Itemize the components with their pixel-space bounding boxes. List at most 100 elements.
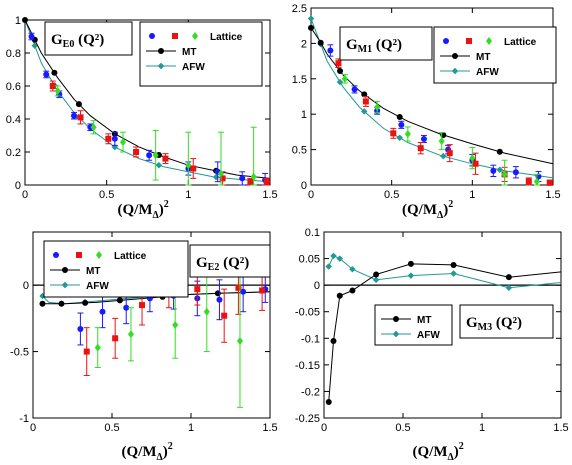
- legend-afw-label: AFW: [476, 67, 499, 78]
- lattice_red-point: [190, 165, 197, 172]
- afw-marker: [330, 252, 337, 260]
- y-tick-label: 2.5: [292, 3, 307, 15]
- legend-mt-marker: [393, 316, 399, 322]
- lattice_red-point: [235, 284, 242, 291]
- lattice_blue-point: [71, 112, 77, 119]
- panel-title-args: (Q²): [372, 37, 402, 53]
- lattice_red-point: [446, 150, 453, 157]
- mt-marker: [325, 399, 332, 406]
- lattice_blue-point: [111, 135, 118, 142]
- plot-frame: [24, 19, 271, 186]
- lattice_blue-point: [99, 308, 106, 315]
- lattice_red-point: [219, 175, 226, 182]
- mt-marker: [336, 292, 343, 299]
- afw-marker: [307, 15, 315, 22]
- legend-mt-marker: [452, 53, 458, 59]
- lattice_green-point: [172, 321, 179, 329]
- x-axis-label: (Q/MΔ)2: [122, 441, 173, 463]
- afw-marker: [450, 270, 457, 277]
- lattice_blue-point: [146, 152, 153, 159]
- lattice_red-point: [221, 312, 228, 319]
- afw-marker: [349, 265, 356, 273]
- afw-marker: [360, 108, 368, 115]
- afw-marker: [336, 78, 344, 86]
- panel-title: GE0 (Q²): [51, 32, 104, 50]
- afw-marker: [372, 276, 380, 284]
- y-tick-label: 0: [314, 280, 320, 292]
- panel-title: GM3 (Q²): [466, 315, 522, 333]
- x-axis-label-tail: ): [163, 444, 168, 460]
- lattice_blue-point: [239, 175, 246, 182]
- lattice_blue-point: [420, 135, 427, 142]
- x-tick-label: 1.5: [262, 422, 277, 434]
- lattice_red-point: [112, 335, 119, 342]
- x-tick-label: 0.5: [384, 189, 399, 201]
- x-tick-label: 1: [185, 189, 191, 201]
- lattice_green-point: [185, 161, 192, 170]
- legend-green-marker: [192, 32, 198, 40]
- lattice_green-point: [203, 307, 210, 316]
- x-tick-label: 0: [30, 422, 36, 434]
- lattice_red-point: [105, 135, 112, 142]
- mt-marker: [58, 300, 65, 307]
- lattice_blue-point: [512, 169, 519, 176]
- y-tick-label: 0.2: [6, 147, 21, 159]
- afw-marker: [155, 161, 163, 169]
- lattice_green-point: [438, 137, 445, 146]
- lattice_blue-point: [77, 325, 84, 332]
- y-tick-label: 1.5: [292, 74, 307, 86]
- lattice_green-point: [218, 169, 224, 178]
- x-axis-label-sup: 2: [459, 441, 464, 452]
- y-tick-label: 0.8: [6, 48, 21, 60]
- legend-lattice-label: Lattice: [210, 32, 243, 43]
- lattice_red-point: [546, 179, 553, 186]
- y-tick-label: 0: [23, 280, 29, 292]
- legend-afw-marker: [451, 67, 459, 75]
- mt-marker: [82, 299, 89, 306]
- plot-frame: [32, 231, 271, 419]
- lattice_red-point: [247, 178, 254, 185]
- y-tick-label: 0: [15, 180, 21, 192]
- x-tick-label: 0: [321, 422, 327, 434]
- legend-blue-marker: [149, 33, 155, 39]
- afw-marker: [439, 152, 447, 160]
- legend-afw-marker: [392, 330, 400, 338]
- lattice_red-point: [263, 178, 270, 185]
- afw-marker: [396, 134, 404, 142]
- lattice_red-point: [139, 302, 146, 309]
- legend-afw-marker: [157, 62, 165, 70]
- x-axis-label: (Q/MΔ)2: [413, 441, 464, 463]
- panel-gm3: 0 0.5 1 1.5 -0.25 -0.2 -0.15 -0.1 -0.05 0 0.05 0.1 (…: [295, 227, 569, 463]
- legend-green-marker: [96, 251, 102, 259]
- lattice_red-point: [472, 160, 479, 167]
- mt-marker: [361, 91, 368, 98]
- panel-title-sub: E0: [63, 39, 75, 50]
- x-axis-label-sub: Δ: [157, 452, 164, 463]
- panel-title-sub: E2: [208, 262, 220, 273]
- legend-mt-label: MT: [417, 315, 431, 326]
- panel-title: GE2 (Q²): [196, 255, 249, 273]
- legend-mt-marker: [158, 48, 164, 54]
- y-tick-label: -0.25: [295, 413, 320, 425]
- panel-title-main: G: [196, 255, 208, 271]
- y-tick-label: -0.05: [295, 307, 320, 319]
- mt-marker: [373, 271, 380, 278]
- lattice_red-point: [417, 145, 424, 152]
- plot-frame: [323, 231, 562, 419]
- legend-box: [139, 21, 263, 87]
- legend-blue-marker: [443, 38, 449, 44]
- lattice_red-point: [259, 287, 266, 294]
- legend-mt-label: MT: [86, 266, 100, 277]
- title-box: [189, 244, 271, 278]
- lattice_red-point: [525, 178, 532, 185]
- x-axis-label-tail: ): [454, 444, 459, 460]
- y-tick-label: 0.1: [305, 227, 320, 239]
- x-tick-label: 0.5: [99, 189, 114, 201]
- x-tick-label: 1: [479, 422, 485, 434]
- lattice_red-point: [77, 114, 84, 121]
- mt-marker: [337, 68, 344, 75]
- lattice_red-point: [362, 98, 369, 105]
- afw-marker: [31, 42, 39, 50]
- lattice_blue-point: [28, 33, 35, 40]
